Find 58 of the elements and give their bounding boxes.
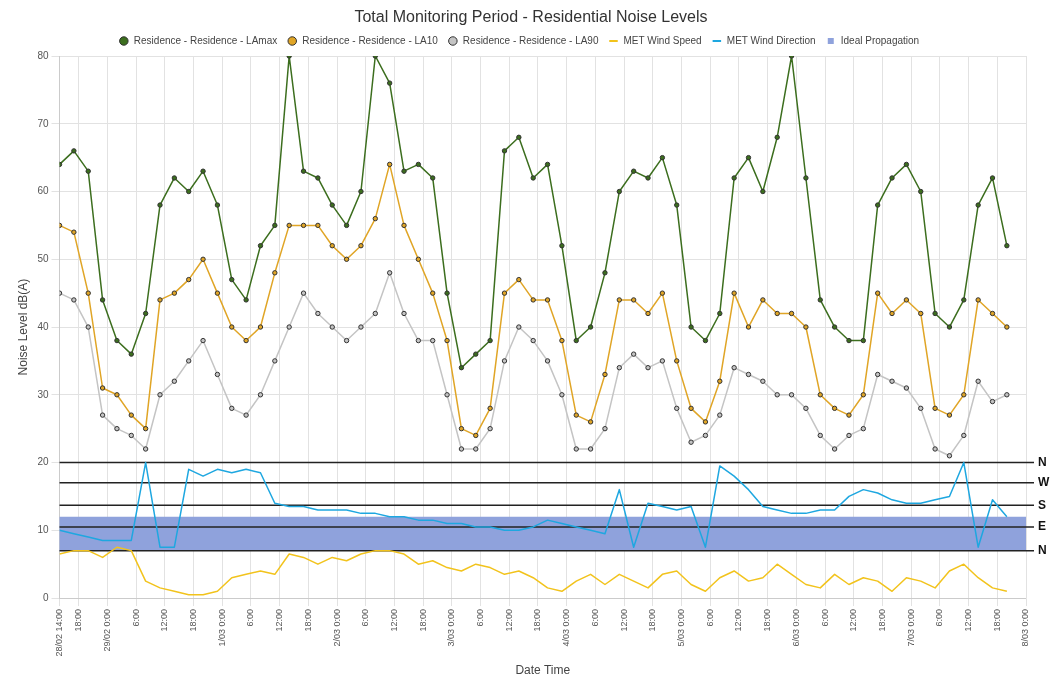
chart-title: Total Monitoring Period - Residential Noise Levels [354,8,708,26]
x-tick-label: 18:00 [647,609,658,632]
y-tick-label: 20 [37,456,49,468]
legend-label: Residence - Residence - LAmax [133,34,278,46]
x-tick-label: 6:00 [475,609,486,627]
y-tick-label: 60 [37,185,49,197]
x-tick-label: 12:00 [618,609,629,632]
y-tick-label: 30 [37,388,49,400]
x-tick-label: 12:00 [733,609,744,632]
x-tick-label: 12:00 [274,609,285,632]
x-tick-label: 6:00 [819,609,830,627]
x-tick-label: 6:00 [934,609,945,627]
x-tick-label: 29/02 0:00 [101,609,112,652]
x-tick-label: 28/02 14:00 [54,609,65,657]
ref-line-label: N [1038,542,1047,557]
x-tick-label: 12:00 [159,609,170,632]
legend-label: MET Wind Speed [623,34,702,46]
ref-line-label: W [1038,475,1050,490]
x-tick-label: 6:00 [360,609,371,627]
legend-label: MET Wind Direction [726,34,816,46]
y-axis-title: Noise Level dB(A) [15,278,30,376]
x-tick-label: 18:00 [187,609,198,632]
x-tick-label: 6/03 0:00 [790,609,801,647]
x-tick-label: 12:00 [503,609,514,632]
y-tick-label: 50 [37,253,49,265]
x-tick-label: 18:00 [991,609,1002,632]
ref-line-label: S [1038,497,1047,512]
x-tick-label: 5/03 0:00 [676,609,686,647]
x-tick-label: 18:00 [876,609,887,632]
x-tick-label: 18:00 [762,609,773,632]
x-tick-label: 6:00 [589,609,600,627]
x-tick-label: 3/03 0:00 [446,609,457,647]
y-tick-label: 40 [37,320,49,332]
x-tick-label: 6:00 [245,609,256,627]
x-tick-label: 7/03 0:00 [905,609,916,647]
x-tick-label: 2/03 0:00 [331,609,342,647]
x-tick-label: 1/03 0:00 [216,609,227,647]
x-axis-title: Date Time [515,663,571,678]
legend-label: Ideal Propagation [840,34,920,46]
x-tick-label: 18:00 [532,609,543,632]
ref-line-label: E [1038,519,1047,534]
y-tick-label: 10 [37,524,49,536]
legend-label: Residence - Residence - LA10 [302,34,439,46]
y-tick-label: 70 [37,117,49,129]
x-tick-label: 18:00 [73,609,84,632]
x-tick-label: 8/03 0:00 [1020,609,1031,647]
x-tick-label: 18:00 [302,609,313,632]
x-tick-label: 12:00 [848,609,859,632]
y-tick-label: 80 [37,49,49,61]
y-tick-label: 0 [42,591,49,603]
x-tick-label: 4/03 0:00 [561,609,572,647]
legend-label: Residence - Residence - LA90 [462,34,599,46]
x-tick-label: 12:00 [963,609,974,632]
x-tick-label: 18:00 [417,609,428,632]
x-tick-label: 12:00 [388,609,399,632]
x-tick-label: 6:00 [130,609,141,627]
ref-line-label: N [1038,454,1047,469]
x-tick-label: 6:00 [704,609,715,627]
